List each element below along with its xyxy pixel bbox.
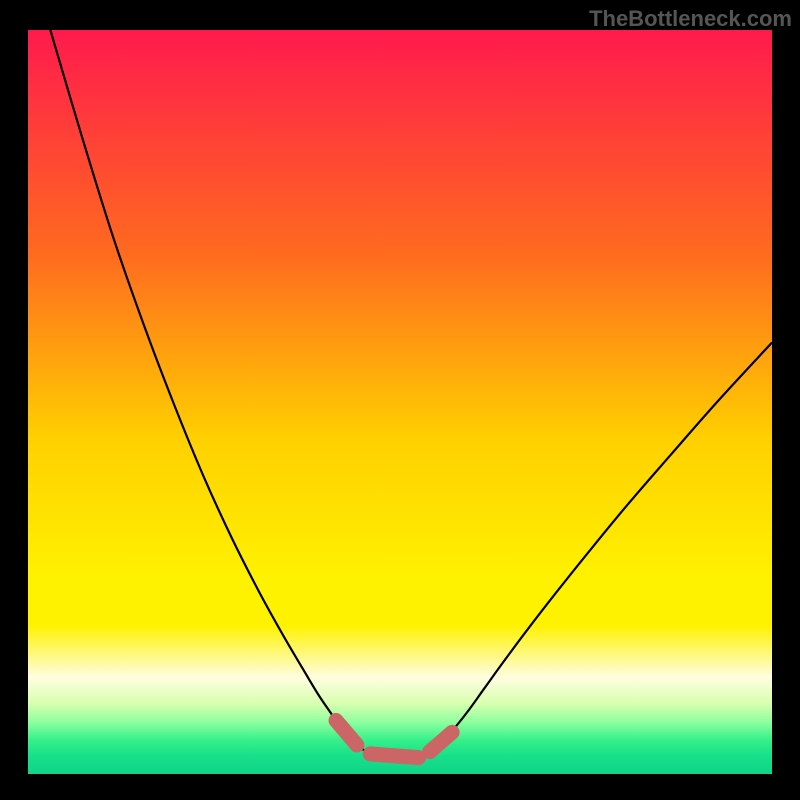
highlight-segment	[370, 754, 418, 758]
bottleneck-chart	[28, 30, 772, 774]
gradient-background	[28, 30, 772, 774]
chart-container: TheBottleneck.com	[0, 0, 800, 800]
watermark-label: TheBottleneck.com	[589, 6, 792, 32]
